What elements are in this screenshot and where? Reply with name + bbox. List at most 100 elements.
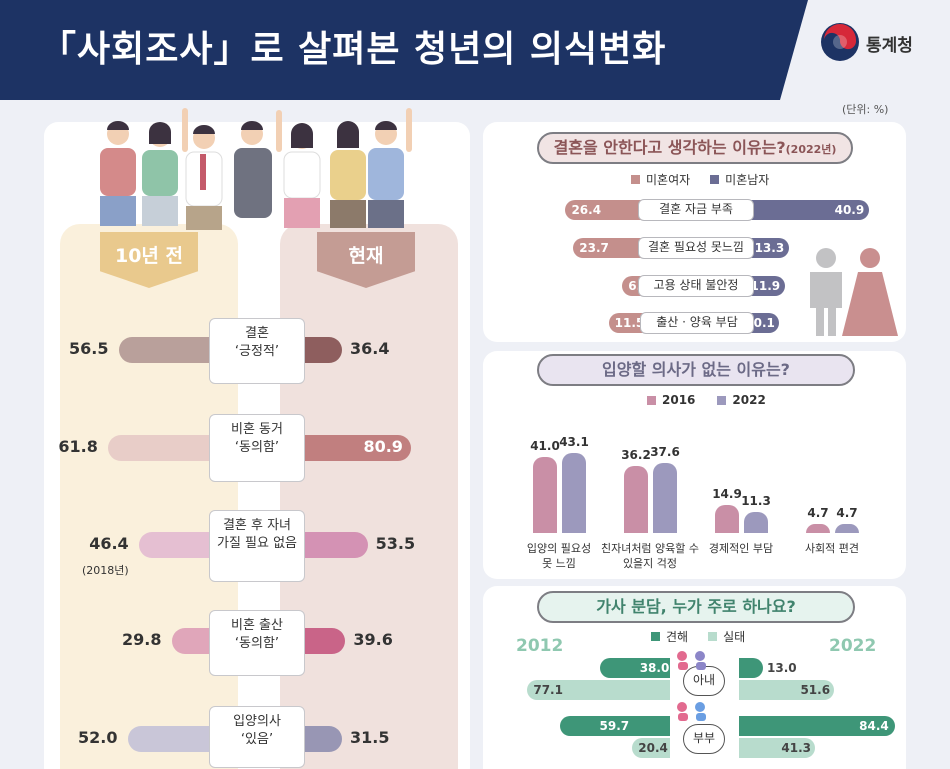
attitude-label-line1: 비혼 동거	[231, 422, 283, 437]
value-2016: 36.2	[621, 447, 651, 462]
bar-2016	[533, 456, 557, 533]
adoption-reason-line1: 입양의 필요성	[526, 542, 592, 555]
value-2022-actual: 41.3	[781, 741, 811, 755]
legend-female-label: 미혼여자	[646, 173, 691, 187]
adoption-reason-line2: 있을지 걱정	[622, 557, 678, 570]
past-value: 52.0	[78, 728, 118, 747]
housework-title: 가사 분담, 누가 주로 하나요?	[537, 591, 855, 623]
past-value: 61.8	[58, 437, 98, 456]
attitude-label-box: 입양의사 ‘있음’	[209, 706, 305, 768]
past-value: 46.4	[89, 534, 129, 553]
reason-label-box: 고용 상태 불안정	[638, 275, 754, 297]
reason-label-box: 출산 · 양육 부담	[640, 312, 754, 334]
past-label: 10년 전	[114, 245, 183, 267]
adoption-reason-line1: 친자녀처럼 양육할 수	[600, 542, 700, 555]
reason-label-box: 결혼 필요성 못느낌	[638, 237, 754, 259]
marriage-reasons-title: 결혼을 안한다고 생각하는 이유는?(2022년)	[537, 132, 853, 164]
housework-figures-icon	[677, 651, 706, 670]
value-2022: 37.6	[650, 445, 680, 460]
adoption-reason-line2: 못 느낌	[542, 557, 576, 570]
bar-2022	[562, 452, 586, 533]
now-column-background	[280, 224, 458, 769]
attitude-label-box: 결혼 ‘긍정적’	[209, 318, 305, 384]
bar-2012-view	[599, 658, 670, 678]
value-2016: 4.7	[807, 506, 829, 521]
bar-2022-view	[739, 658, 764, 678]
attitude-label-line2: ‘동의함’	[234, 636, 280, 651]
year-2022-label: 2022	[829, 636, 877, 656]
adoption-reason-line1: 사회적 편견	[804, 542, 860, 555]
housework-legend: 견해 실태	[651, 628, 745, 645]
legend-2016-label: 2016	[662, 393, 696, 407]
attitude-label-line2: 가질 필요 없음	[216, 536, 298, 551]
bar-2022	[835, 524, 859, 533]
attitude-label-line1: 입양의사	[233, 714, 281, 729]
female-value: 11.5	[614, 316, 645, 330]
role-badge: 부부	[683, 724, 725, 754]
legend-male-swatch	[710, 175, 720, 184]
bar-2022	[653, 463, 677, 533]
legend-view-swatch	[651, 632, 660, 641]
bar-2022	[744, 511, 768, 533]
bar-2016	[624, 465, 648, 533]
value-2022: 11.3	[741, 493, 771, 508]
page-title: 「사회조사」로 살펴본 청년의 의식변화	[40, 29, 667, 70]
bar-2012-view	[559, 716, 670, 736]
unit-label: (단위: %)	[842, 103, 889, 116]
bar-2016	[715, 505, 739, 533]
now-value: 80.9	[363, 437, 403, 456]
adoption-legend: 2016 2022	[647, 393, 766, 407]
legend-2016-swatch	[647, 395, 656, 405]
attitude-label-line2: ‘있음’	[240, 732, 274, 747]
male-value: 11.9	[750, 279, 781, 293]
legend-2022-label: 2022	[732, 393, 766, 407]
now-value: 36.4	[350, 339, 390, 358]
header-banner	[0, 0, 808, 100]
header: 「사회조사」로 살펴본 청년의 의식변화 통계청	[0, 0, 950, 100]
couple-figures-icon	[677, 702, 706, 721]
past-column-background	[60, 224, 238, 769]
value-2022-view: 84.4	[859, 719, 889, 733]
female-value: 23.7	[579, 241, 609, 255]
value-2022: 4.7	[836, 506, 858, 521]
role-badge: 아내	[683, 666, 725, 696]
attitude-label-line1: 결혼 후 자녀	[222, 518, 292, 533]
attitude-label-line2: ‘동의함’	[234, 440, 280, 455]
year-2018-note: (2018년)	[82, 564, 129, 577]
bar-2012-actual	[527, 680, 670, 700]
female-bar	[565, 200, 660, 220]
statistics-korea-logo-icon	[821, 23, 859, 61]
value-2022: 43.1	[559, 434, 589, 449]
legend-2022-swatch	[717, 395, 727, 405]
legend-female-swatch	[631, 175, 640, 184]
now-value: 39.6	[353, 630, 393, 649]
value-2012-view: 59.7	[599, 719, 630, 733]
adoption-reason-line1: 경제적인 부담	[708, 542, 774, 555]
bar-2022-actual	[739, 738, 816, 758]
value-2012-view: 38.0	[639, 661, 670, 675]
legend-male-label: 미혼남자	[725, 173, 770, 187]
attitude-label-line1: 결혼	[245, 326, 269, 341]
adoption-reason-label: 사회적 편견	[782, 541, 882, 556]
male-value: 40.9	[834, 203, 865, 217]
female-value: 26.4	[571, 203, 602, 217]
legend-actual-swatch	[708, 632, 718, 641]
male-value: 13.3	[754, 241, 785, 255]
value-2016: 41.0	[530, 438, 560, 453]
value-2016: 14.9	[712, 487, 742, 502]
reason-label-box: 결혼 자금 부족	[638, 199, 754, 221]
marriage-legend: 미혼여자 미혼남자	[631, 171, 769, 188]
past-value: 29.8	[122, 630, 162, 649]
attitude-label-box: 비혼 동거 ‘동의함’	[209, 414, 305, 482]
value-2012-actual: 20.4	[638, 741, 668, 755]
attitude-label-box: 비혼 출산 ‘동의함’	[209, 610, 305, 676]
attitude-label-line1: 비혼 출산	[231, 618, 283, 633]
bar-2012-actual	[632, 738, 670, 758]
bar-2016	[806, 524, 830, 533]
marriage-title-main: 결혼을 안한다고 생각하는 이유는?	[553, 138, 786, 157]
now-value: 53.5	[375, 534, 416, 553]
bar-2022-actual	[739, 680, 835, 700]
